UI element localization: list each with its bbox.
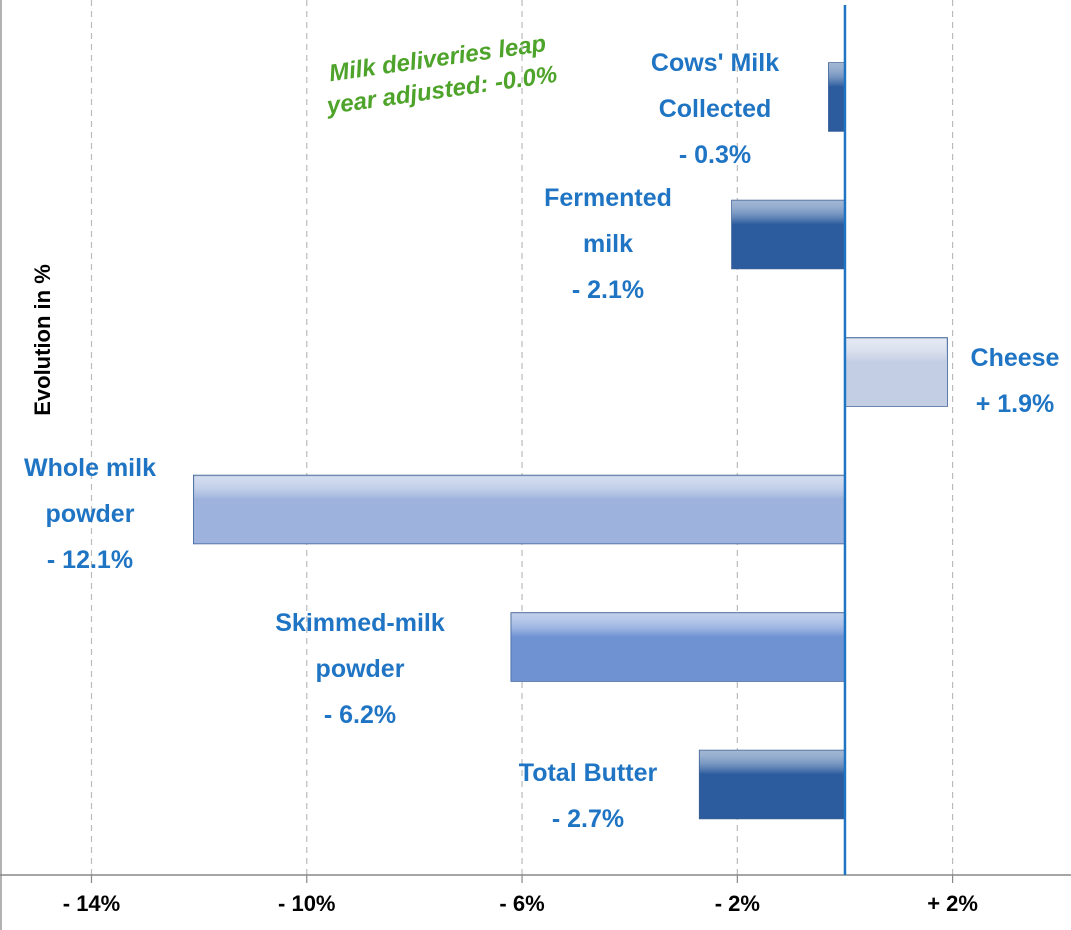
value-label: - 2.1% bbox=[571, 276, 645, 304]
bar bbox=[192, 474, 846, 545]
category-label: Skimmed-milk powder bbox=[275, 609, 445, 683]
category-label: Fermented milk bbox=[544, 184, 672, 258]
data-label: Fermented milk - 2.1% bbox=[523, 175, 693, 313]
x-tick-label: - 6% bbox=[499, 891, 544, 916]
x-tick-label: - 14% bbox=[63, 891, 120, 916]
bar bbox=[844, 337, 948, 407]
value-label: - 12.1% bbox=[46, 546, 134, 574]
value-label: - 2.7% bbox=[551, 805, 625, 833]
data-label: Cheese + 1.9% bbox=[955, 335, 1071, 427]
data-label: Skimmed-milk powder - 6.2% bbox=[245, 600, 475, 738]
x-tick-label: + 2% bbox=[927, 891, 978, 916]
data-label: Total Butter - 2.7% bbox=[488, 750, 688, 842]
category-label: Cheese bbox=[970, 344, 1060, 372]
value-label: - 6.2% bbox=[323, 701, 397, 729]
annotation: Milk deliveries leapyear adjusted: -0.0% bbox=[320, 29, 559, 120]
category-label: Whole milk powder bbox=[24, 454, 156, 528]
category-label: Cows' Milk Collected bbox=[650, 49, 780, 123]
x-tick-label: - 2% bbox=[715, 891, 760, 916]
value-label: - 0.3% bbox=[678, 141, 752, 169]
bar bbox=[698, 749, 846, 820]
y-axis-label: Evolution in % bbox=[30, 264, 55, 416]
bar bbox=[828, 62, 846, 132]
data-label: Cows' Milk Collected - 0.3% bbox=[610, 40, 820, 178]
data-label: Whole milk powder - 12.1% bbox=[0, 445, 185, 583]
x-tick-label: - 10% bbox=[278, 891, 335, 916]
category-label: Total Butter bbox=[518, 759, 658, 787]
bar bbox=[510, 612, 846, 682]
value-label: + 1.9% bbox=[975, 390, 1055, 418]
bar bbox=[731, 199, 846, 270]
